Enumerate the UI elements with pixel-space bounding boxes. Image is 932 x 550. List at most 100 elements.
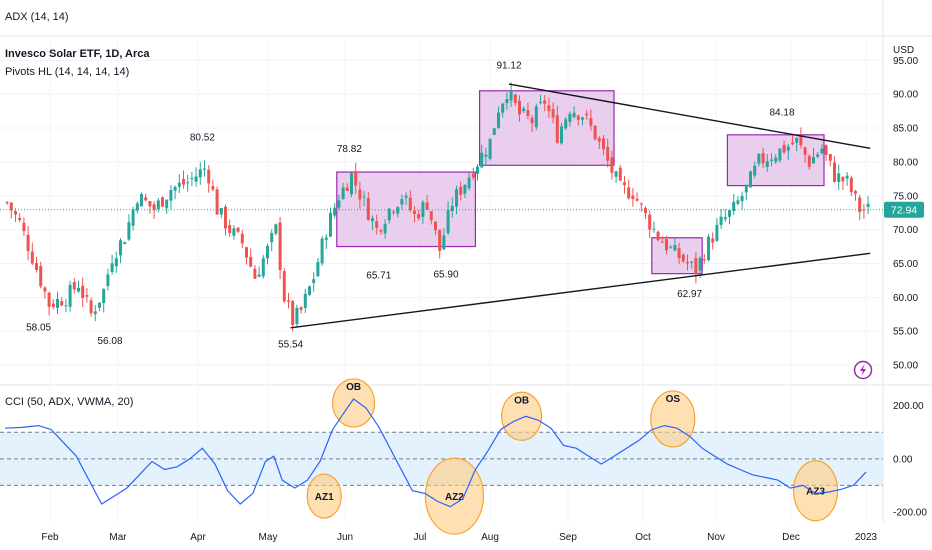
candle-body [450,206,454,212]
cci-zone [792,460,839,522]
cci-tick-label: -200.00 [893,508,927,519]
candle-body [102,289,106,304]
price-tick-label: 60.00 [893,293,918,304]
candle-body [64,305,68,307]
candle-body [140,194,143,207]
candle-body [547,105,551,112]
candle-body [627,187,631,199]
candle-body [312,279,316,283]
candle-body [585,113,589,116]
price-axis[interactable]: 95.00 90.00 85.00 80.00 75.00 70.00 65.00 60.00… [884,56,924,372]
pivot-label: 91.12 [496,61,521,72]
candle-body [14,211,17,215]
cci-zone [500,391,543,441]
candle-body [707,236,710,261]
candle-body [631,195,635,200]
candle-body [753,165,757,176]
time-tick-label: Feb [41,532,59,543]
candle-body [740,195,744,202]
candle-body [429,211,433,221]
candle-body [156,200,160,210]
candle-body [761,153,765,164]
candle-body [152,204,156,211]
candle-body [686,262,689,264]
candle-body [799,136,803,146]
candle-body [371,218,374,222]
candle-body [732,201,736,212]
candle-body [505,99,509,104]
candle-body [564,119,568,129]
candle-body [501,103,505,113]
candle-body [845,175,849,179]
trendlines [290,83,871,329]
candle-body [812,157,815,164]
candle-body [446,210,450,233]
candle-body [18,217,22,221]
candle-body [820,148,824,154]
candle-body [266,245,269,259]
candle-body [5,202,9,204]
cci-zone-label: OB [514,395,529,406]
cci-axis[interactable]: 200.00 0.00 -200.00 [893,401,927,518]
candle-body [728,210,731,217]
adx-indicator-label[interactable]: ADX (14, 14) [5,11,69,23]
trendline [290,252,871,329]
cci-zone-label: AZ2 [445,492,464,503]
pivot-label: 80.52 [190,132,215,143]
candle-body [715,224,719,241]
candle-body [497,112,500,128]
candle-body [534,106,538,128]
cci-tick-label: 200.00 [893,401,924,412]
time-tick-label: Jun [337,532,353,543]
pivot-label: 62.97 [677,289,702,300]
candle-body [765,161,769,168]
candle-body [522,108,526,112]
candle-body [513,94,517,103]
lightning-icon[interactable] [853,360,873,380]
candle-body [828,154,832,161]
time-tick-label: Mar [109,532,127,543]
candle-body [295,307,299,325]
candle-body [274,224,278,234]
candle-body [392,211,395,213]
candle-body [791,142,794,145]
cci-line [4,398,867,508]
candle-body [795,137,799,143]
candle-body [442,235,446,250]
candle-body [526,110,530,116]
candle-body [291,301,295,325]
candle-body [144,197,148,201]
candle-body [354,171,358,186]
candle-body [26,234,30,252]
candle-body [463,184,467,194]
candle-body [366,197,370,221]
candle-body [35,262,38,270]
candle-body [329,212,332,237]
candle-body [644,208,647,214]
candle-body [665,239,668,251]
candle-body [492,128,496,135]
candle-body [606,147,610,161]
candle-body [471,173,475,178]
price-tick-label: 70.00 [893,225,918,236]
candle-body [702,259,706,261]
price-tick-label: 75.00 [893,191,918,202]
candle-body [249,257,253,267]
candle-body [60,301,64,306]
candle-body [669,247,673,249]
candle-body [320,238,324,264]
time-axis[interactable]: Feb Mar Apr May Jun Jul Aug Sep Oct Nov Dec 2023 [41,532,877,543]
candle-body [358,189,362,200]
time-tick-label: Nov [707,532,725,543]
candle-body [9,202,13,211]
candle-body [736,200,740,204]
cci-indicator-label[interactable]: CCI (50, ADX, VWMA, 20) [5,396,133,408]
candle-body [228,225,232,234]
candle-body [39,266,43,287]
candle-body [308,286,311,295]
candle-body [333,207,337,216]
candle-body [656,231,660,241]
candle-body [749,171,752,188]
pivots-indicator-label[interactable]: Pivots HL (14, 14, 14, 14) [5,66,129,78]
candle-body [106,274,110,287]
